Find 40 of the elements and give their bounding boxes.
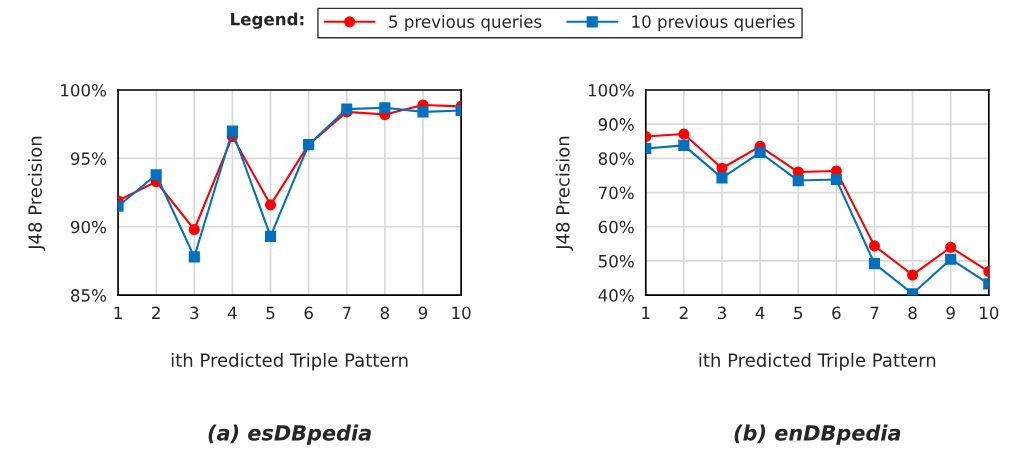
x-tick-label: 6 (832, 306, 841, 320)
y-tick-label: 80% (598, 152, 634, 165)
x-tick-label: 2 (152, 306, 160, 319)
x-tick-label: 10 (452, 306, 471, 320)
x-tick-label: 9 (946, 306, 955, 320)
x-tick-label: 1 (114, 306, 122, 319)
x-axis-title: ith Predicted Triple Pattern (699, 352, 936, 371)
text: (b) enDBpedia (734, 424, 901, 445)
y-tick-label: 90% (598, 118, 634, 131)
y-tick-label: 100% (61, 83, 107, 97)
y-tick-label: 50% (598, 254, 634, 268)
y-tick-label: 40% (598, 289, 634, 302)
x-tick-label: 8 (380, 306, 390, 320)
x-tick-label: 5 (266, 306, 275, 320)
y-tick-label: 90% (70, 220, 107, 234)
y-tick-label: 70% (598, 186, 634, 200)
x-axis-title: ith Predicted Triple Pattern (171, 352, 408, 371)
legend-label: 5 previous queries (389, 15, 542, 32)
y-tick-label: 95% (70, 152, 107, 165)
x-tick-label: 4 (755, 306, 765, 319)
x-tick-label: 9 (418, 306, 428, 320)
x-tick-label: 7 (342, 306, 351, 319)
x-tick-label: 2 (679, 306, 688, 319)
x-tick-label: 3 (190, 306, 199, 320)
x-tick-label: 7 (870, 306, 879, 319)
x-tick-label: 8 (908, 306, 917, 320)
y-tick-label: 100% (588, 83, 634, 97)
x-tick-label: 1 (642, 306, 650, 319)
x-tick-label: 10 (980, 306, 999, 320)
x-tick-label: 6 (304, 306, 313, 320)
legend-title: Legend: (231, 12, 304, 29)
x-tick-label: 5 (794, 306, 803, 320)
legend-label: 10 previous queries (632, 15, 795, 32)
x-tick-label: 4 (227, 306, 237, 319)
y-axis-title: J48 Precision (555, 136, 573, 251)
text: (a) esDBpedia (208, 424, 371, 445)
y-axis-title: J48 Precision (27, 136, 46, 251)
y-tick-label: 60% (598, 220, 634, 234)
y-tick-label: 85% (71, 289, 107, 302)
x-tick-label: 3 (717, 306, 726, 320)
